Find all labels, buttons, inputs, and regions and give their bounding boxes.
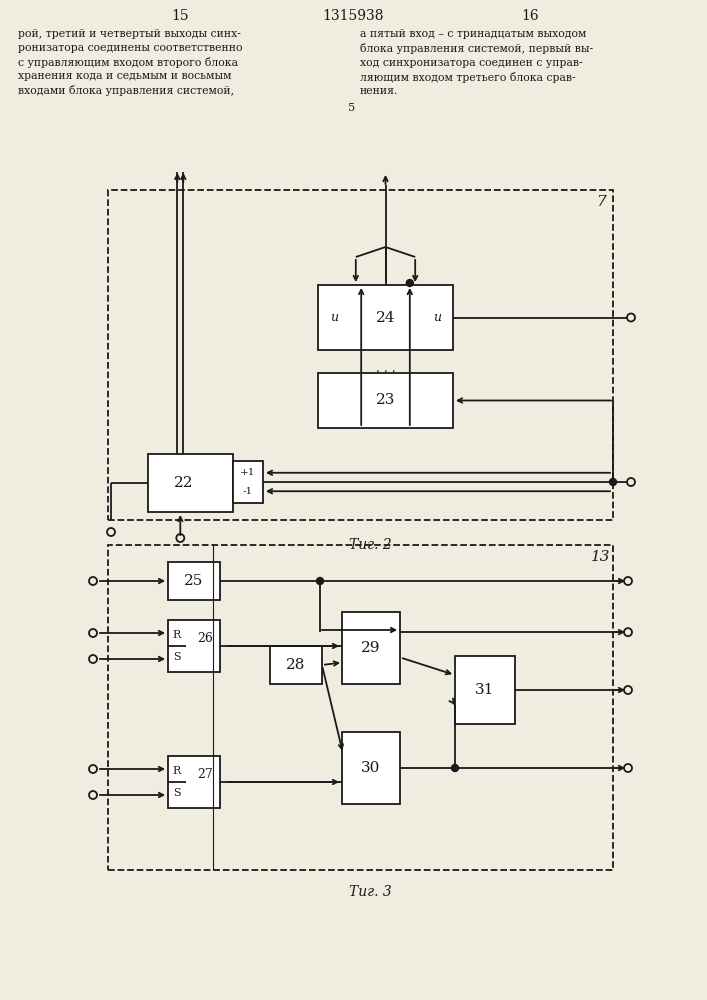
Circle shape	[452, 764, 459, 772]
Text: и: и	[330, 311, 338, 324]
Circle shape	[317, 578, 324, 584]
Text: Τиг. 2: Τиг. 2	[349, 538, 392, 552]
Text: 7: 7	[596, 195, 606, 209]
Text: 5: 5	[349, 103, 356, 113]
Bar	[168, 620, 220, 672]
Text: 31: 31	[475, 683, 495, 697]
Text: 28: 28	[286, 658, 305, 672]
Circle shape	[407, 279, 414, 286]
Text: 16: 16	[521, 9, 539, 23]
Bar	[233, 461, 263, 503]
Text: 22: 22	[174, 476, 194, 490]
Text: +1: +1	[240, 468, 256, 477]
Bar	[318, 285, 453, 350]
Text: 25: 25	[185, 574, 204, 588]
Bar	[108, 190, 613, 520]
Bar	[455, 656, 515, 724]
Text: 15: 15	[171, 9, 189, 23]
Bar	[342, 732, 400, 804]
Text: и: и	[433, 311, 441, 324]
Circle shape	[609, 479, 617, 486]
Text: 27: 27	[197, 768, 214, 781]
Text: 23: 23	[376, 393, 395, 408]
Text: 26: 26	[197, 632, 214, 645]
Bar	[148, 454, 233, 512]
Text: рой, третий и четвертый выходы синх-
ронизатора соединены соответственно
с управ: рой, третий и четвертый выходы синх- рон…	[18, 29, 243, 96]
Bar	[108, 545, 613, 870]
Text: 30: 30	[361, 761, 380, 775]
Text: 24: 24	[375, 310, 395, 324]
Bar	[270, 646, 322, 684]
Bar	[342, 612, 400, 684]
Text: 1315938: 1315938	[322, 9, 384, 23]
Text: 29: 29	[361, 641, 381, 655]
Text: -1: -1	[243, 487, 253, 496]
Bar	[168, 756, 220, 808]
Text: R: R	[173, 766, 181, 776]
Bar	[318, 373, 453, 428]
Text: а пятый вход – с тринадцатым выходом
блока управления системой, первый вы-
ход с: а пятый вход – с тринадцатым выходом бло…	[360, 29, 593, 96]
Text: S: S	[173, 788, 181, 798]
Text: R: R	[173, 630, 181, 640]
Text: . . .: . . .	[375, 362, 395, 375]
Text: Τиг. 3: Τиг. 3	[349, 885, 392, 899]
Text: S: S	[173, 652, 181, 662]
Bar	[168, 562, 220, 600]
Text: 13: 13	[591, 550, 611, 564]
